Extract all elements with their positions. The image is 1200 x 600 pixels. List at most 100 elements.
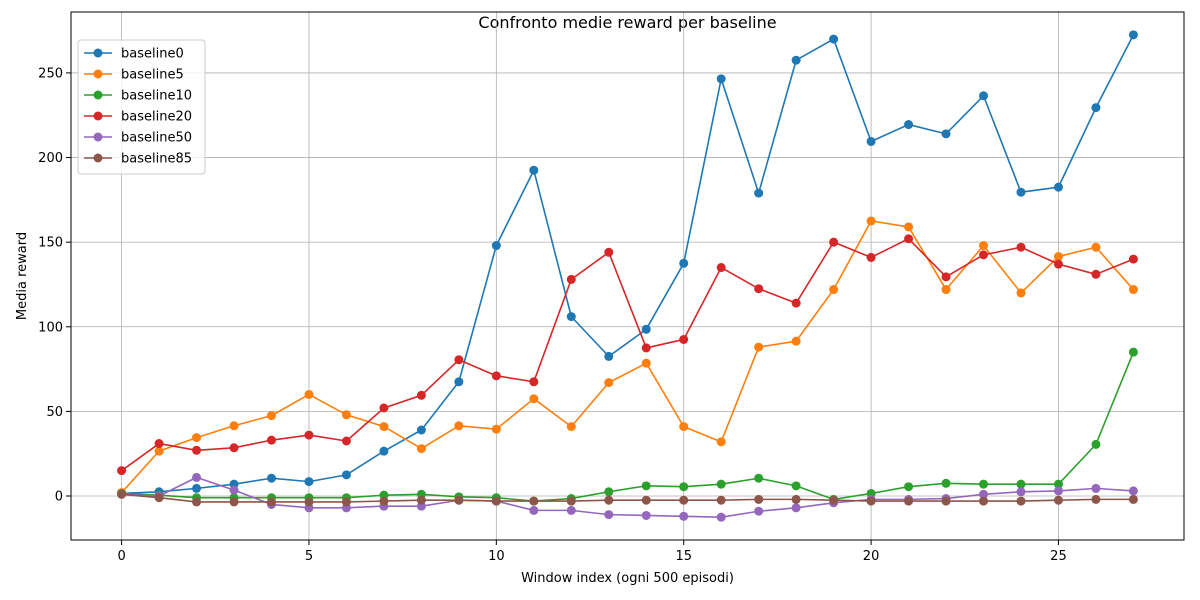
series-line — [121, 34, 1135, 495]
data-point — [679, 495, 689, 505]
data-point — [679, 511, 689, 521]
data-point — [454, 421, 464, 431]
data-point — [1091, 103, 1101, 113]
data-point — [1053, 182, 1063, 192]
data-point — [904, 120, 914, 130]
data-point — [416, 425, 426, 435]
data-point — [529, 496, 539, 506]
data-point — [566, 505, 576, 515]
data-point — [1053, 479, 1063, 489]
data-point — [1128, 494, 1138, 504]
data-point — [529, 394, 539, 404]
data-point — [454, 495, 464, 505]
data-point — [979, 479, 989, 489]
series-baseline85 — [117, 489, 1138, 507]
data-point — [866, 252, 876, 262]
x-tick-label: 25 — [1050, 549, 1067, 564]
data-point — [379, 446, 389, 456]
data-point — [641, 510, 651, 520]
data-point — [679, 422, 689, 432]
data-point — [716, 437, 726, 447]
y-tick-label: 0 — [55, 490, 63, 505]
data-point — [117, 489, 127, 499]
data-point — [266, 497, 276, 507]
data-point — [341, 410, 351, 420]
series-line — [120, 220, 1135, 494]
data-point — [716, 263, 726, 273]
data-point — [304, 389, 314, 399]
data-point — [754, 506, 764, 516]
data-point — [379, 422, 389, 432]
y-tick-label: 200 — [38, 151, 63, 166]
data-point — [829, 285, 839, 295]
x-tick-label: 10 — [488, 549, 505, 564]
data-point — [866, 136, 876, 146]
data-point — [791, 481, 801, 491]
data-point — [454, 377, 464, 387]
data-point — [904, 482, 914, 492]
data-point — [829, 34, 839, 44]
data-point — [379, 496, 389, 506]
data-point — [304, 430, 314, 440]
data-point — [1016, 187, 1026, 197]
data-point — [641, 324, 651, 334]
y-tick-label: 100 — [38, 320, 63, 335]
legend-marker — [93, 69, 103, 79]
data-point — [341, 497, 351, 507]
data-point — [491, 241, 501, 251]
data-point — [979, 91, 989, 101]
chart-title: Confronto medie reward per baseline — [478, 13, 776, 32]
data-point — [604, 487, 614, 497]
data-point — [641, 358, 651, 368]
data-point — [791, 494, 801, 504]
data-point — [791, 298, 801, 308]
data-point — [604, 378, 614, 388]
legend-label: baseline85 — [121, 152, 192, 167]
data-point — [904, 222, 914, 232]
data-point — [979, 489, 989, 499]
series-line — [121, 237, 1134, 472]
legend-label: baseline5 — [121, 68, 184, 83]
data-point — [716, 512, 726, 522]
y-axis-title: Media reward — [15, 232, 30, 320]
data-point — [229, 421, 239, 431]
data-point — [529, 377, 539, 387]
data-point — [904, 496, 914, 506]
data-point — [1091, 242, 1101, 252]
data-point — [229, 485, 239, 495]
data-point — [641, 495, 651, 505]
data-point — [304, 477, 314, 487]
data-point — [1128, 285, 1138, 295]
legend-label: baseline20 — [121, 110, 192, 125]
data-point — [791, 503, 801, 513]
data-point — [1128, 347, 1138, 357]
data-point — [716, 495, 726, 505]
data-point — [491, 496, 501, 506]
x-tick-label: 0 — [117, 549, 125, 564]
data-point — [416, 390, 426, 400]
data-point — [529, 505, 539, 515]
legend-marker — [93, 48, 103, 58]
data-point — [904, 234, 914, 244]
data-point — [754, 284, 764, 294]
data-point — [192, 497, 202, 507]
data-point — [1053, 495, 1063, 505]
data-point — [679, 334, 689, 344]
legend-label: baseline10 — [121, 89, 192, 104]
legend-label: baseline0 — [121, 47, 184, 62]
data-point — [1053, 486, 1063, 496]
data-point — [1053, 252, 1063, 262]
data-point — [454, 355, 464, 365]
data-point — [229, 443, 239, 453]
y-tick-label: 250 — [38, 66, 63, 81]
data-point — [979, 250, 989, 260]
data-point — [566, 496, 576, 506]
x-tick-label: 20 — [863, 549, 880, 564]
data-point — [1091, 269, 1101, 279]
x-axis-title: Window index (ogni 500 episodi) — [521, 571, 734, 586]
data-point — [1128, 254, 1138, 264]
data-point — [1016, 496, 1026, 506]
data-point — [979, 496, 989, 506]
data-point — [192, 445, 202, 455]
